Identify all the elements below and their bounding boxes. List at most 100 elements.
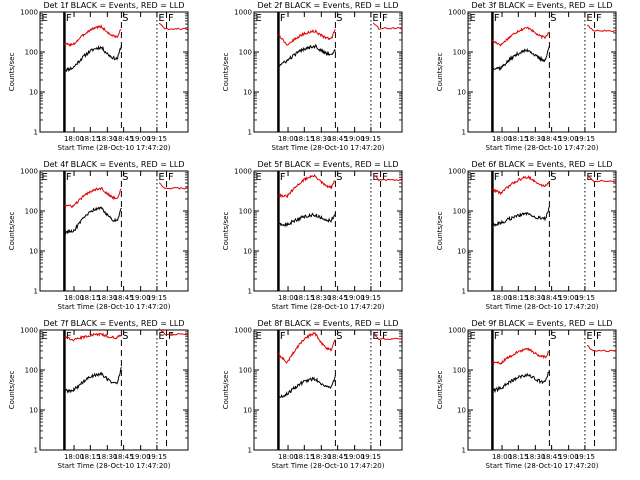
- x-tick-label: 18:45: [328, 294, 348, 302]
- series-line-red: [158, 22, 189, 31]
- series-line-red: [586, 174, 617, 183]
- x-tick-label: 18:45: [114, 453, 134, 461]
- series-line-red: [586, 344, 617, 353]
- series-line-black: [277, 374, 336, 399]
- plot-frame: [467, 11, 617, 133]
- x-tick-label: 18:45: [328, 135, 348, 143]
- x-tick-label: 18:30: [311, 135, 331, 143]
- flag-label: S: [550, 172, 556, 183]
- x-tick-label: 19:15: [575, 453, 595, 461]
- flag-label: F: [382, 172, 388, 183]
- panel-title: Det 5f BLACK = Events, RED = LLD: [257, 160, 398, 169]
- x-axis-label: Start Time (28-Oct-10 17:47:20): [486, 144, 599, 152]
- y-axis-label: Counts/sec: [222, 212, 230, 251]
- series-line-red: [586, 24, 617, 33]
- x-tick-label: 19:15: [361, 135, 381, 143]
- series-line-red: [64, 24, 122, 47]
- flag-label: E: [255, 13, 261, 24]
- flag-label: F: [596, 172, 602, 183]
- x-tick-label: 18:45: [328, 453, 348, 461]
- x-tick-label: 18:30: [97, 135, 117, 143]
- y-tick-label: 1: [34, 129, 38, 137]
- flag-label: E: [158, 13, 164, 24]
- flag-label: S: [550, 13, 556, 24]
- y-tick-label: 1000: [234, 327, 252, 335]
- x-tick-label: 18:30: [97, 453, 117, 461]
- series-line-black: [64, 367, 122, 394]
- plot-frame: [39, 11, 189, 133]
- flag-label: S: [122, 172, 128, 183]
- x-tick-label: 19:15: [361, 294, 381, 302]
- x-tick-label: 18:30: [525, 135, 545, 143]
- series-line-red: [278, 173, 336, 199]
- x-tick-label: 18:15: [508, 294, 528, 302]
- series-line-red: [158, 328, 189, 336]
- flag-label: E: [158, 172, 164, 183]
- panel-title: Det 6f BLACK = Events, RED = LLD: [471, 160, 612, 169]
- flag-label: F: [168, 331, 174, 342]
- x-tick-label: 19:15: [361, 453, 381, 461]
- x-tick-label: 19:00: [345, 294, 365, 302]
- x-tick-label: 18:15: [80, 294, 100, 302]
- y-axis-label: Counts/sec: [436, 212, 444, 251]
- y-tick-label: 10: [457, 89, 466, 97]
- plot-frame: [467, 329, 617, 451]
- flag-label: S: [550, 331, 556, 342]
- y-tick-label: 10: [243, 89, 252, 97]
- flag-label: E: [586, 13, 592, 24]
- series-line-red: [64, 186, 122, 209]
- chart-panel: Det 1f BLACK = Events, RED = LLD 1 10 100 10…: [8, 1, 189, 152]
- series-line-black: [492, 206, 550, 227]
- series-line-red: [64, 332, 122, 342]
- x-tick-label: 18:30: [97, 294, 117, 302]
- flag-label: E: [255, 172, 261, 183]
- plot-frame: [253, 170, 403, 292]
- flag-label: E: [41, 172, 47, 183]
- x-tick-label: 18:45: [542, 135, 562, 143]
- x-tick-label: 18:15: [508, 453, 528, 461]
- x-tick-label: 18:30: [525, 453, 545, 461]
- y-tick-label: 10: [457, 407, 466, 415]
- flag-label: F: [280, 331, 286, 342]
- flag-label: F: [494, 13, 500, 24]
- flag-label: F: [382, 13, 388, 24]
- y-tick-label: 1: [34, 288, 38, 296]
- x-tick-label: 19:00: [559, 453, 579, 461]
- x-tick-label: 19:00: [345, 453, 365, 461]
- plot-frame: [39, 170, 189, 292]
- chart-panel: Det 4f BLACK = Events, RED = LLD 1 10 100 10…: [8, 160, 189, 311]
- series-line-red: [372, 173, 403, 182]
- x-tick-label: 19:15: [147, 294, 167, 302]
- x-axis-label: Start Time (28-Oct-10 17:47:20): [486, 462, 599, 470]
- y-tick-label: 100: [239, 367, 252, 375]
- panel-title: Det 7f BLACK = Events, RED = LLD: [43, 319, 184, 328]
- series-line-black: [63, 206, 122, 235]
- flag-label: E: [469, 172, 475, 183]
- series-line-red: [492, 347, 550, 365]
- x-tick-label: 18:00: [64, 135, 84, 143]
- series-line-red: [372, 22, 403, 30]
- series-line-red: [277, 331, 336, 364]
- y-axis-label: Counts/sec: [8, 371, 16, 410]
- y-tick-label: 10: [29, 248, 38, 256]
- y-tick-label: 100: [453, 49, 466, 57]
- x-tick-label: 18:00: [492, 294, 512, 302]
- x-axis-label: Start Time (28-Oct-10 17:47:20): [58, 303, 171, 311]
- chart-panel: Det 3f BLACK = Events, RED = LLD 1 10 100 10…: [436, 1, 617, 152]
- y-tick-label: 1: [248, 288, 252, 296]
- chart-panel: Det 7f BLACK = Events, RED = LLD 1 10 100 10…: [8, 319, 189, 470]
- flag-label: E: [372, 172, 378, 183]
- y-tick-label: 100: [25, 208, 38, 216]
- flag-label: S: [122, 331, 128, 342]
- series-line-black: [491, 45, 550, 71]
- x-axis-label: Start Time (28-Oct-10 17:47:20): [272, 144, 385, 152]
- x-tick-label: 18:00: [64, 294, 84, 302]
- chart-panel: Det 2f BLACK = Events, RED = LLD 1 10 100 10…: [222, 1, 403, 152]
- flag-label: F: [382, 331, 388, 342]
- series-line-black: [491, 370, 550, 394]
- y-tick-label: 100: [453, 208, 466, 216]
- y-tick-label: 10: [29, 89, 38, 97]
- x-tick-label: 18:00: [278, 453, 298, 461]
- y-tick-label: 1000: [234, 168, 252, 176]
